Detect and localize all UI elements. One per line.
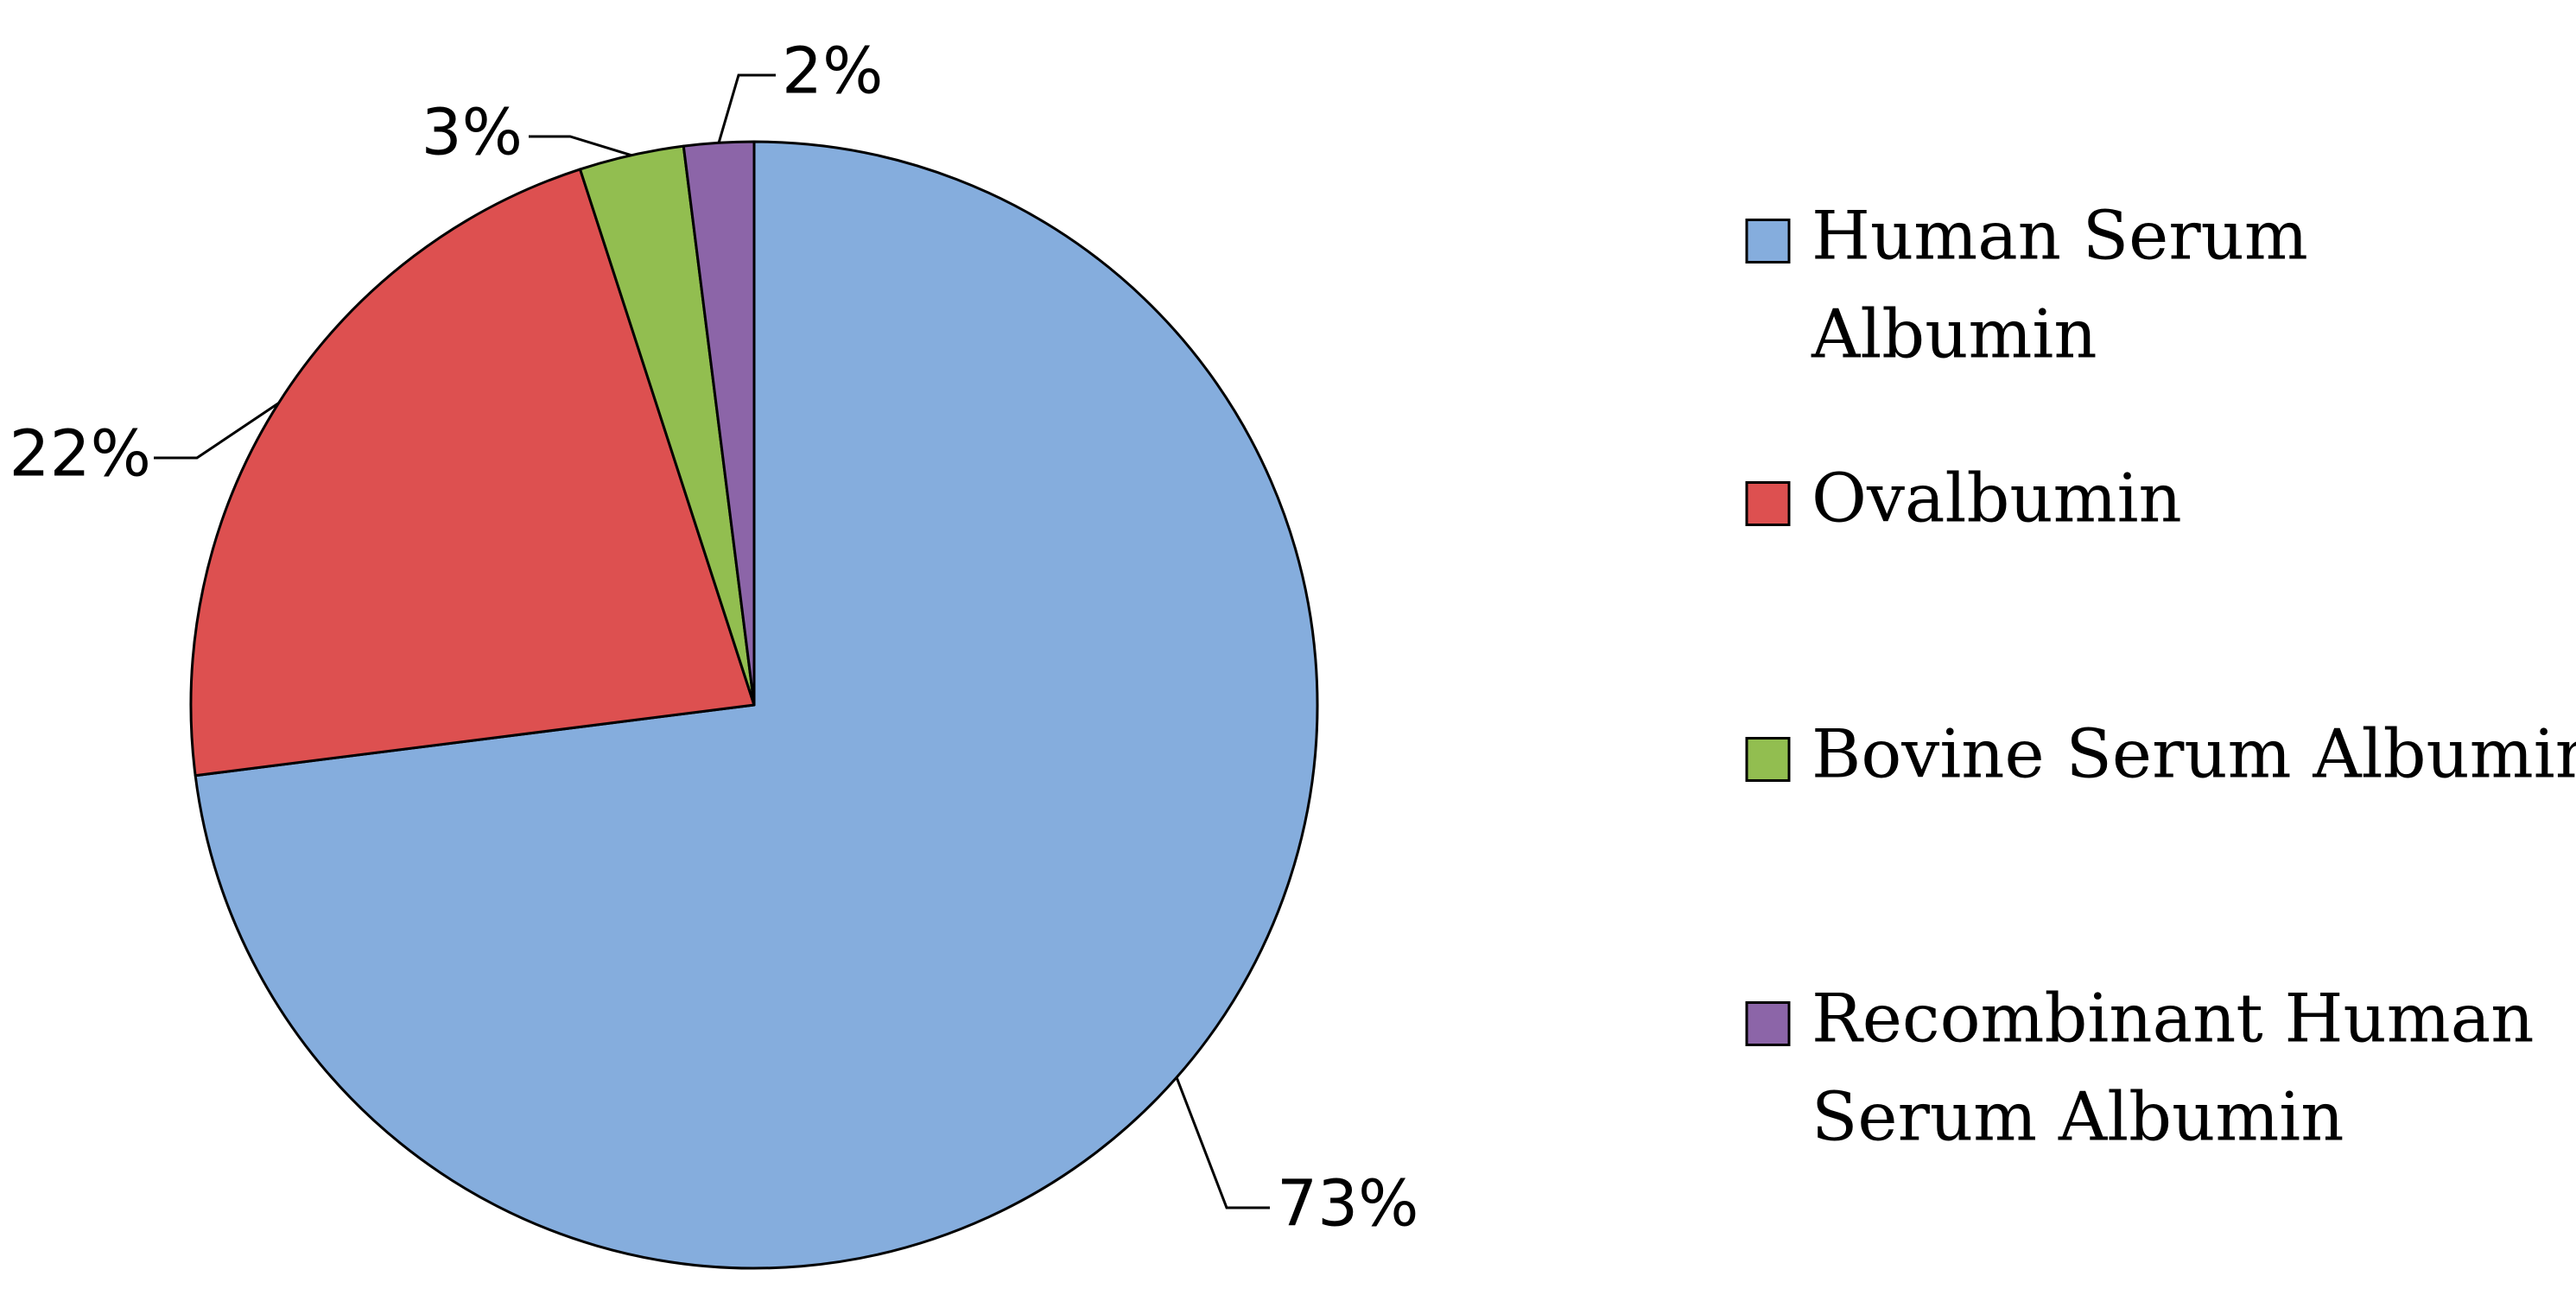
- pie-slices: [189, 140, 1319, 1270]
- data-labels: 73% 22% 3% 2%: [10, 35, 1419, 1241]
- legend-label-bovine-serum-albumin-line-1: Bovine Serum Albumin: [1811, 716, 2576, 794]
- data-label-ovalbumin: 22%: [10, 417, 151, 492]
- leader-line-bovine-serum-albumin: [529, 135, 632, 157]
- leader-line-ovalbumin: [154, 402, 280, 460]
- legend-label-ovalbumin-line-1: Ovalbumin: [1811, 460, 2182, 538]
- pie-slice-human-serum-albumin: [194, 140, 1319, 1270]
- legend: Human Serum Albumin Ovalbumin Bovine Serum …: [1745, 198, 2576, 1157]
- legend-swatch-ovalbumin: [1745, 481, 1791, 526]
- legend-label-recombinant-human-serum-albumin-line-1: Recombinant Human: [1811, 981, 2534, 1058]
- data-label-recombinant-human-serum-albumin: 2%: [782, 35, 883, 109]
- legend-swatch-bovine-serum-albumin: [1745, 737, 1791, 782]
- leader-line-human-serum-albumin: [1175, 1076, 1270, 1209]
- legend-label-human-serum-albumin-line-2: Albumin: [1811, 296, 2097, 374]
- leader-lines: [154, 73, 1270, 1209]
- legend-item-recombinant-human-serum-albumin: Recombinant Human Serum Albumin: [1745, 981, 2534, 1157]
- legend-swatch-human-serum-albumin: [1745, 219, 1791, 263]
- data-label-bovine-serum-albumin: 3%: [422, 96, 523, 170]
- legend-item-human-serum-albumin: Human Serum Albumin: [1745, 198, 2308, 374]
- leader-line-recombinant-human-serum-albumin: [717, 73, 776, 143]
- legend-swatch-recombinant-human-serum-albumin: [1745, 1001, 1791, 1046]
- legend-label-recombinant-human-serum-albumin-line-2: Serum Albumin: [1811, 1079, 2344, 1157]
- legend-label-human-serum-albumin-line-1: Human Serum: [1811, 198, 2308, 276]
- pie-slice-ovalbumin: [189, 168, 756, 778]
- data-label-human-serum-albumin: 73%: [1277, 1167, 1418, 1241]
- legend-item-bovine-serum-albumin: Bovine Serum Albumin: [1745, 716, 2576, 794]
- legend-item-ovalbumin: Ovalbumin: [1745, 460, 2182, 538]
